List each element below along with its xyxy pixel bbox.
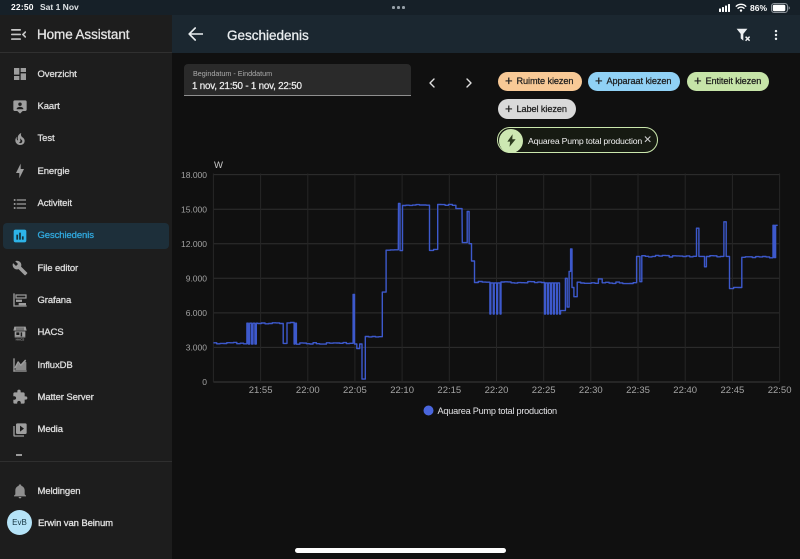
svg-text:22:20: 22:20 bbox=[485, 385, 509, 396]
svg-text:18.000: 18.000 bbox=[181, 170, 207, 180]
svg-text:6.000: 6.000 bbox=[186, 308, 208, 318]
svg-text:22:35: 22:35 bbox=[626, 385, 650, 396]
svg-text:W: W bbox=[214, 160, 223, 171]
svg-text:22:15: 22:15 bbox=[437, 385, 461, 396]
svg-text:22:10: 22:10 bbox=[390, 385, 414, 396]
svg-text:Aquarea Pump total production: Aquarea Pump total production bbox=[438, 406, 558, 416]
svg-text:9.000: 9.000 bbox=[186, 274, 208, 284]
svg-text:22:40: 22:40 bbox=[673, 385, 697, 396]
svg-text:21:55: 21:55 bbox=[249, 385, 273, 396]
svg-text:22:30: 22:30 bbox=[579, 385, 603, 396]
svg-text:22:00: 22:00 bbox=[296, 385, 320, 396]
svg-text:22:50: 22:50 bbox=[768, 385, 792, 396]
svg-text:12.000: 12.000 bbox=[181, 239, 207, 249]
svg-text:22:25: 22:25 bbox=[532, 385, 556, 396]
svg-text:15.000: 15.000 bbox=[181, 204, 207, 214]
svg-text:HACS: HACS bbox=[15, 337, 24, 340]
svg-text:22:45: 22:45 bbox=[721, 385, 745, 396]
svg-text:3.000: 3.000 bbox=[186, 343, 208, 353]
svg-text:22:05: 22:05 bbox=[343, 385, 367, 396]
svg-text:0: 0 bbox=[202, 377, 207, 387]
